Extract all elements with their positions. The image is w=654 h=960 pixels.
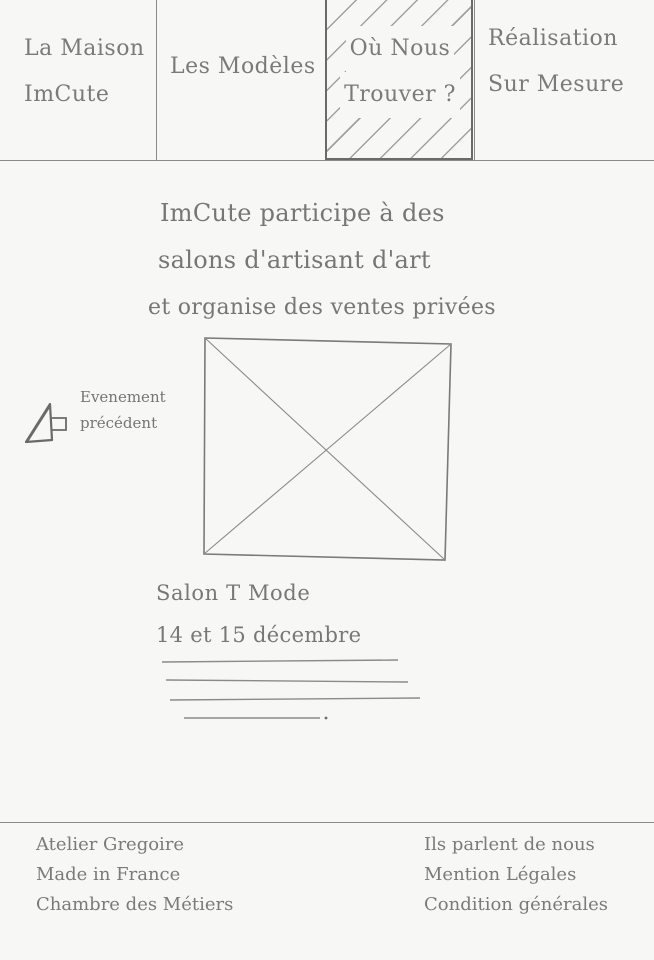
footer-link-legal[interactable]: Mention Légales <box>424 864 577 885</box>
footer-link-terms[interactable]: Condition générales <box>424 894 609 915</box>
nav-item-label: ImCute <box>24 82 110 107</box>
nav-divider <box>156 0 157 160</box>
footer-link-press[interactable]: Ils parlent de nous <box>424 834 595 855</box>
footer-link-made-in-france[interactable]: Made in France <box>36 864 181 885</box>
nav-item-label: Les Modèles <box>170 54 316 79</box>
intro-line: ImCute participe à des <box>160 199 445 227</box>
nav-item-la-maison[interactable]: La Maison ImCute <box>24 0 152 186</box>
intro-line: salons d'artisant d'art <box>158 246 431 274</box>
footer-top-rule <box>0 822 654 823</box>
previous-event-label: Evenement précédent <box>80 384 166 436</box>
event-date: 14 et 15 décembre <box>156 623 362 647</box>
nav-item-label: Réalisation <box>488 26 618 51</box>
nav-item-les-modeles[interactable]: Les Modèles <box>170 0 320 204</box>
previous-event-button[interactable]: Evenement précédent <box>22 384 192 454</box>
event-description-placeholder <box>161 659 421 720</box>
previous-arrow-icon <box>24 402 67 444</box>
nav-bottom-rule <box>0 160 654 161</box>
previous-event-label-line: Evenement <box>80 388 166 406</box>
nav-item-label: Sur Mesure <box>488 72 625 97</box>
nav-divider <box>474 0 475 160</box>
footer-left-links: Atelier Gregoire Made in France Chambre … <box>36 830 233 920</box>
footer-link-atelier[interactable]: Atelier Gregoire <box>36 834 185 855</box>
nav-item-realisation-sur-mesure[interactable]: Réalisation Sur Mesure <box>488 0 648 176</box>
intro-line: et organise des ventes privées <box>148 295 496 320</box>
event-image-placeholder <box>203 336 453 562</box>
nav-item-ou-nous-trouver[interactable]: Où Nous Trouver ? <box>326 0 474 186</box>
footer-link-chambre-des-metiers[interactable]: Chambre des Métiers <box>36 894 234 915</box>
intro-text: ImCute participe à des salons d'artisant… <box>148 190 548 331</box>
event-title: Salon T Mode <box>156 581 311 605</box>
nav-item-label: Où Nous <box>345 26 455 72</box>
main-navigation: La Maison ImCute Les Modèles Où Nous Tro… <box>0 0 654 162</box>
previous-event-label-line: précédent <box>80 414 158 432</box>
nav-item-label: La Maison <box>24 36 145 61</box>
nav-item-label: Trouver ? <box>340 72 460 118</box>
footer-right-links: Ils parlent de nous Mention Légales Cond… <box>424 830 608 920</box>
